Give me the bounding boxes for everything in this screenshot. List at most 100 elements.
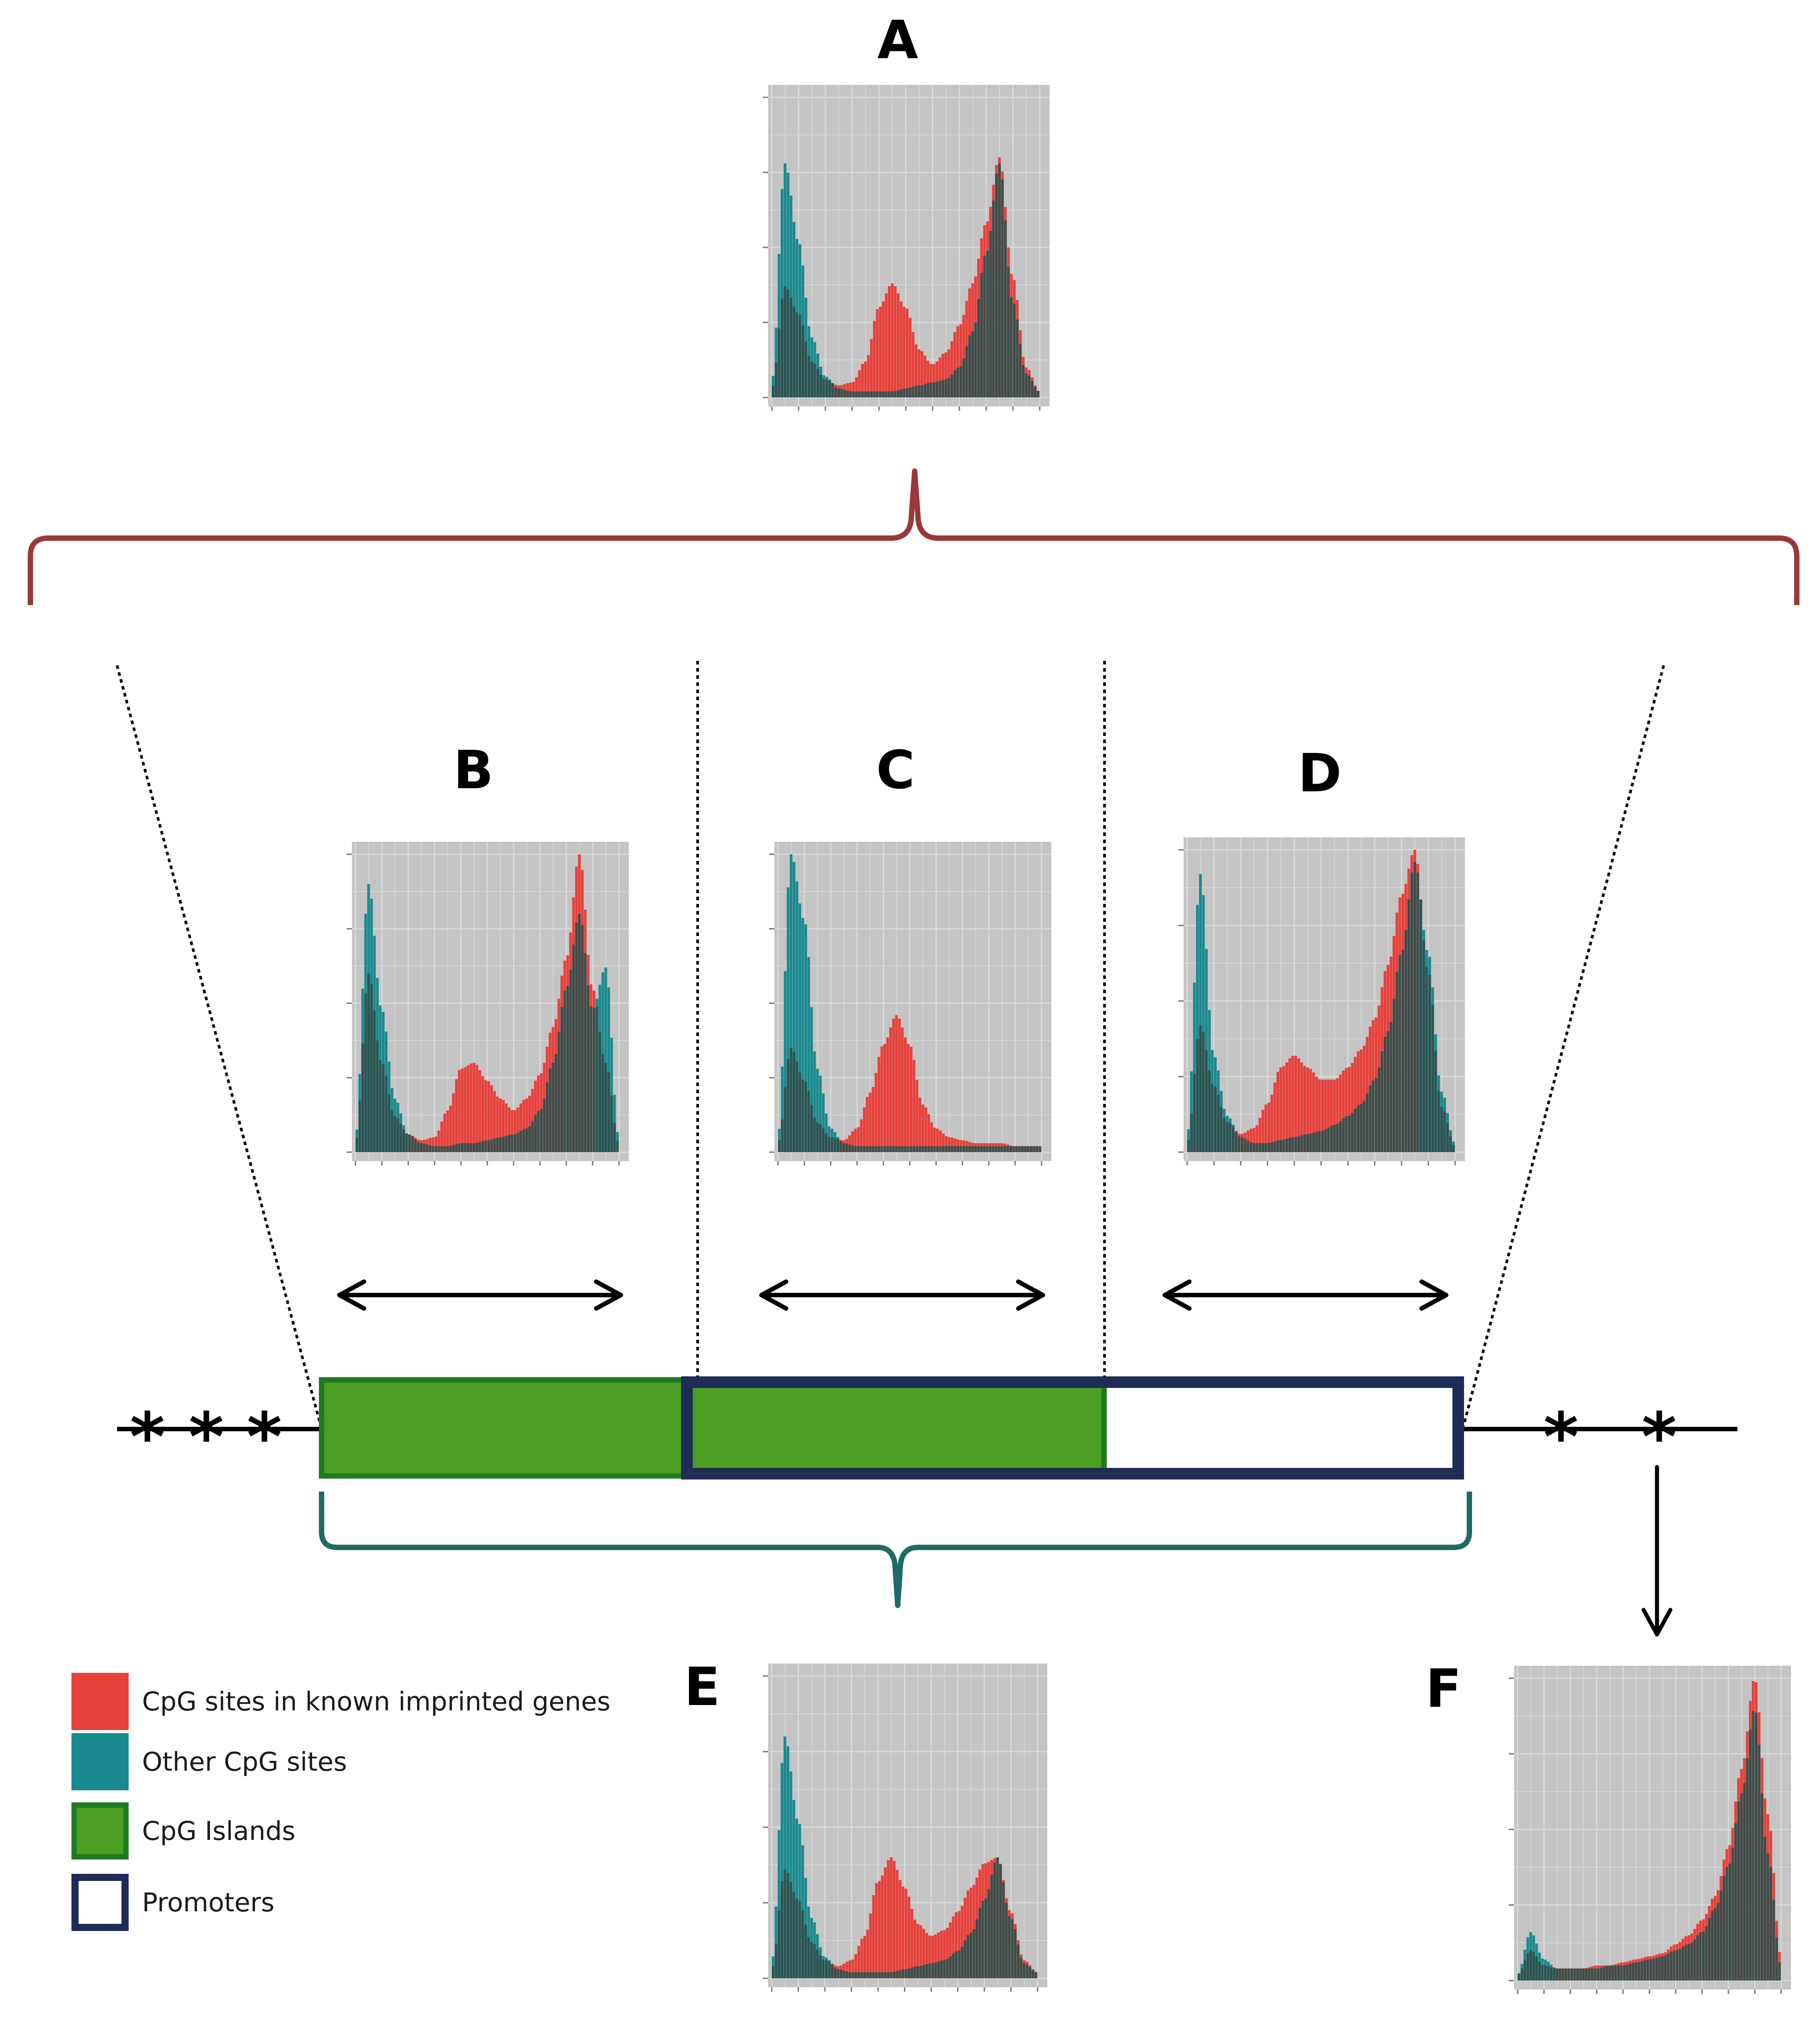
- density-bar: [1336, 1078, 1339, 1152]
- density-overlap-bar: [971, 331, 974, 397]
- density-bar: [863, 1107, 866, 1152]
- density-bar: [854, 1954, 858, 1978]
- density-overlap-bar: [926, 383, 929, 397]
- density-bar: [860, 1939, 863, 1978]
- density-overlap-bar: [839, 1141, 842, 1152]
- density-overlap-bar: [516, 1133, 519, 1152]
- density-overlap-bar: [578, 914, 581, 1152]
- density-overlap-bar: [1558, 1968, 1561, 1981]
- density-overlap-bar: [974, 1146, 977, 1152]
- density-bar: [910, 1909, 913, 1978]
- legend-item-imprinted: CpG sites in known imprinted genes: [71, 1672, 611, 1730]
- density-bar: [522, 1100, 525, 1152]
- density-overlap-bar: [965, 1146, 968, 1152]
- density-bar: [857, 1946, 860, 1978]
- density-bar: [952, 1916, 955, 1978]
- density-bar: [855, 377, 858, 397]
- density-overlap-bar: [831, 383, 834, 397]
- density-overlap-bar: [993, 1862, 996, 1978]
- density-bar: [879, 306, 882, 397]
- density-overlap-bar: [891, 391, 894, 397]
- density-overlap-bar: [1687, 1944, 1690, 1981]
- density-overlap-bar: [936, 1146, 939, 1152]
- density-overlap-bar: [1005, 1902, 1008, 1978]
- density-overlap-bar: [825, 1960, 828, 1978]
- density-overlap-bar: [962, 358, 965, 397]
- density-overlap-bar: [849, 391, 852, 397]
- density-bar: [959, 324, 962, 397]
- density-overlap-bar: [1294, 1137, 1297, 1152]
- density-bar: [783, 1736, 787, 1978]
- density-overlap-bar: [546, 1082, 549, 1152]
- cpg-site-marker: *: [189, 1399, 224, 1476]
- density-overlap-bar: [361, 1043, 364, 1152]
- density-overlap-bar: [1375, 1078, 1378, 1152]
- density-bar: [894, 286, 897, 397]
- density-bar: [1297, 1058, 1300, 1152]
- density-overlap-bar: [876, 391, 879, 397]
- density-bar: [901, 1886, 904, 1978]
- density-overlap-bar: [1637, 1962, 1640, 1981]
- density-overlap-bar: [974, 322, 977, 397]
- density-overlap-bar: [998, 163, 1001, 398]
- density-bar: [1196, 905, 1199, 1152]
- density-bar: [1255, 1125, 1259, 1152]
- density-bar: [781, 1066, 784, 1152]
- density-bar: [1264, 1104, 1268, 1152]
- density-overlap-bar: [975, 1919, 979, 1978]
- density-bar: [1279, 1067, 1282, 1152]
- density-overlap-bar: [1220, 1107, 1223, 1152]
- density-bar: [906, 309, 909, 397]
- cpg-site-marker: *: [130, 1399, 165, 1476]
- density-bar: [1291, 1056, 1294, 1152]
- density-overlap-bar: [1027, 1146, 1030, 1152]
- density-overlap-bar: [924, 384, 927, 397]
- density-overlap-bar: [1025, 373, 1028, 397]
- region-arrow-b: [337, 1279, 623, 1311]
- density-bar: [900, 301, 903, 397]
- density-bar: [851, 1959, 854, 1978]
- density-overlap-bar: [1250, 1142, 1253, 1152]
- cpg-site-marker: *: [247, 1399, 282, 1476]
- density-overlap-bar: [446, 1146, 449, 1152]
- density-bar: [938, 357, 941, 397]
- density-overlap-bar: [1716, 1903, 1720, 1981]
- density-bar: [1354, 1057, 1357, 1152]
- density-overlap-bar: [1413, 862, 1416, 1152]
- density-bar: [475, 1065, 478, 1152]
- density-overlap-bar: [880, 1146, 883, 1152]
- density-overlap-bar: [552, 1062, 555, 1152]
- density-overlap-bar: [1661, 1956, 1664, 1981]
- density-overlap-bar: [1028, 375, 1031, 397]
- density-bar: [866, 1929, 869, 1978]
- density-bar: [888, 286, 891, 397]
- density-bar: [874, 1073, 878, 1152]
- density-overlap-bar: [972, 1929, 975, 1978]
- density-overlap-bar: [1020, 1958, 1023, 1978]
- density-overlap-bar: [1232, 1127, 1235, 1152]
- density-overlap-bar: [935, 381, 938, 397]
- cpg-site-marker: *: [1642, 1399, 1677, 1476]
- density-bar: [851, 1131, 854, 1152]
- density-overlap-bar: [1021, 1146, 1024, 1152]
- panel-label-a: A: [877, 9, 918, 71]
- density-bar: [1348, 1067, 1351, 1152]
- density-overlap-bar: [1428, 974, 1431, 1152]
- density-overlap-bar: [807, 1937, 810, 1978]
- density-overlap-bar: [804, 1924, 807, 1978]
- density-bar: [939, 1130, 942, 1152]
- density-overlap-bar: [824, 1133, 828, 1152]
- density-overlap-bar: [1229, 1123, 1232, 1152]
- panel-label-d: D: [1298, 742, 1342, 804]
- density-overlap-bar: [1690, 1943, 1693, 1981]
- density-overlap-bar: [792, 1892, 795, 1978]
- density-overlap-bar: [884, 1972, 887, 1978]
- density-overlap-bar: [784, 1087, 787, 1152]
- density-overlap-bar: [557, 1032, 561, 1152]
- density-overlap-bar: [867, 391, 870, 397]
- density-bar: [875, 1883, 878, 1978]
- density-overlap-bar: [1452, 1145, 1455, 1152]
- density-overlap-bar: [916, 1146, 919, 1152]
- density-overlap-bar: [893, 1972, 896, 1978]
- density-overlap-bar: [1588, 1968, 1591, 1981]
